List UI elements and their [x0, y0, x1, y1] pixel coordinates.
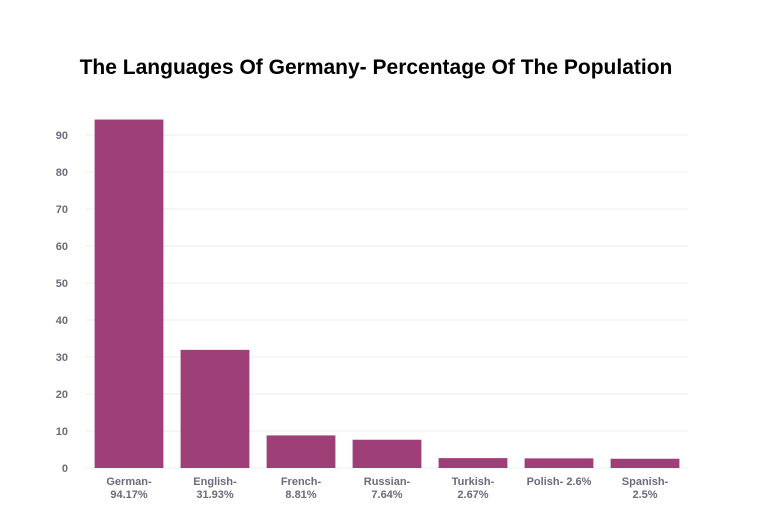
x-tick-label: Russian-7.64% — [364, 476, 411, 501]
y-tick-label: 60 — [56, 241, 68, 253]
y-tick-label: 90 — [56, 130, 68, 142]
x-tick-label: German-94.17% — [106, 476, 152, 501]
bar — [266, 435, 336, 468]
x-tick-label: English-31.93% — [193, 476, 237, 501]
bar — [524, 458, 594, 468]
x-tick-label: French-8.81% — [281, 476, 322, 501]
y-tick-label: 10 — [56, 426, 68, 438]
y-tick-label: 20 — [56, 389, 68, 401]
y-tick-label: 40 — [56, 315, 68, 327]
y-tick-label: 50 — [56, 278, 68, 290]
y-tick-label: 30 — [56, 352, 68, 364]
y-tick-label: 80 — [56, 167, 68, 179]
x-tick-label: Turkish-2.67% — [452, 476, 495, 501]
x-tick-label: Polish- 2.6% — [527, 476, 592, 488]
bar — [180, 349, 250, 468]
bar — [352, 439, 422, 468]
bar — [610, 458, 680, 468]
y-tick-label: 0 — [62, 463, 68, 475]
bar — [94, 119, 164, 469]
bar — [438, 458, 508, 468]
y-tick-label: 70 — [56, 204, 68, 216]
chart-title: The Languages Of Germany- Percentage Of … — [80, 56, 673, 79]
x-tick-label: Spanish-2.5% — [622, 476, 669, 501]
